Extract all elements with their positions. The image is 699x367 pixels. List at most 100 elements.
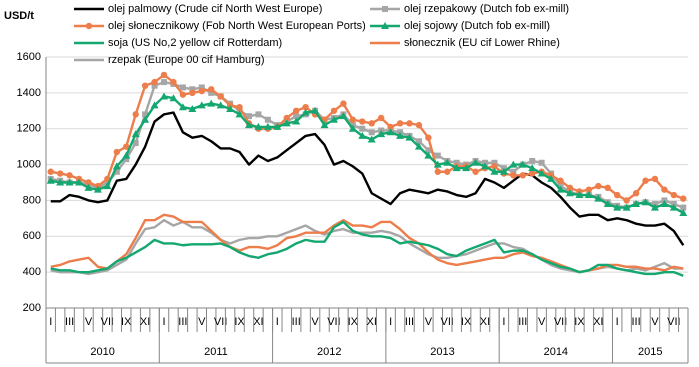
y-tick-label: 1000: [17, 158, 41, 170]
series-line: [50, 213, 684, 274]
x-tick-label: III: [292, 316, 301, 328]
marker: [434, 152, 441, 159]
marker: [368, 129, 375, 136]
marker: [538, 159, 545, 166]
x-tick-label: III: [178, 316, 187, 328]
x-tick-label: IX: [234, 316, 245, 328]
marker: [414, 142, 423, 150]
marker: [584, 191, 593, 199]
marker: [406, 120, 413, 127]
marker: [603, 200, 612, 208]
marker: [519, 172, 526, 179]
series-line: [50, 220, 684, 277]
marker: [123, 143, 130, 150]
marker: [123, 156, 130, 163]
marker: [679, 208, 688, 216]
legend-label: soja (US No,2 yellow cif Rotterdam): [108, 37, 282, 49]
marker: [84, 183, 93, 191]
marker: [301, 108, 310, 116]
x-tick-label: III: [631, 316, 640, 328]
marker: [235, 110, 244, 118]
marker: [339, 112, 348, 120]
marker: [244, 121, 253, 129]
marker: [189, 86, 196, 93]
x-tick-label: XI: [593, 316, 603, 328]
marker: [141, 115, 150, 123]
marker: [329, 115, 338, 123]
x-tick-label: V: [538, 316, 546, 328]
marker: [65, 178, 74, 186]
year-label: 2011: [204, 346, 228, 358]
marker: [415, 138, 422, 145]
marker: [386, 128, 395, 136]
marker: [264, 116, 271, 123]
marker: [575, 191, 584, 199]
marker: [263, 122, 272, 130]
marker: [282, 119, 291, 127]
x-tick-label: XI: [140, 316, 150, 328]
marker: [198, 87, 205, 95]
marker: [103, 182, 112, 190]
marker: [47, 168, 54, 175]
marker: [245, 113, 252, 120]
marker: [179, 84, 186, 91]
marker: [178, 103, 187, 111]
y-tick-label: 200: [23, 302, 41, 314]
marker: [396, 120, 404, 127]
legend-label: rzepak (Europe 00 cif Hamburg): [108, 54, 265, 66]
marker: [650, 203, 659, 211]
marker: [359, 125, 366, 132]
marker: [566, 184, 574, 192]
marker: [613, 191, 621, 199]
marker: [491, 163, 498, 170]
marker: [293, 113, 300, 120]
marker: [433, 160, 442, 168]
x-tick-label: V: [198, 316, 206, 328]
legend-label: olej palmowy (Crude cif North West Europ…: [108, 3, 322, 15]
x-tick-label: I: [162, 316, 165, 328]
marker: [93, 185, 102, 193]
x-tick-label: V: [85, 316, 93, 328]
marker: [368, 120, 375, 127]
marker: [425, 134, 432, 141]
marker: [216, 101, 225, 109]
marker: [529, 157, 536, 164]
marker: [381, 22, 389, 29]
marker: [405, 133, 414, 141]
marker: [680, 204, 687, 211]
marker: [425, 147, 432, 154]
year-label: 2015: [638, 346, 662, 358]
marker: [179, 91, 187, 98]
y-tick-label: 1200: [17, 123, 41, 135]
legend-label: olej rzepakowy (Dutch fob ex-mill): [404, 3, 569, 15]
x-tick-label: I: [49, 316, 52, 328]
marker: [302, 104, 309, 111]
marker: [490, 167, 499, 175]
marker: [510, 172, 517, 179]
marker: [283, 114, 290, 122]
x-tick-label: IX: [348, 316, 359, 328]
marker: [160, 71, 168, 79]
marker: [254, 122, 263, 130]
marker: [226, 104, 235, 112]
x-tick-label: XI: [367, 316, 377, 328]
marker: [208, 89, 215, 96]
marker: [434, 168, 442, 175]
x-tick-label: VII: [101, 316, 114, 328]
x-tick-label: V: [311, 316, 319, 328]
x-tick-label: XI: [253, 316, 263, 328]
marker: [188, 104, 197, 112]
marker: [641, 198, 650, 206]
marker: [510, 168, 517, 175]
marker: [169, 94, 178, 102]
marker: [472, 168, 479, 175]
marker: [377, 130, 386, 138]
marker: [594, 194, 603, 202]
marker: [85, 179, 92, 186]
marker: [453, 159, 460, 166]
marker: [292, 117, 301, 125]
x-tick-label: VII: [554, 316, 567, 328]
marker: [556, 185, 565, 193]
marker: [396, 131, 405, 139]
marker: [236, 104, 243, 111]
